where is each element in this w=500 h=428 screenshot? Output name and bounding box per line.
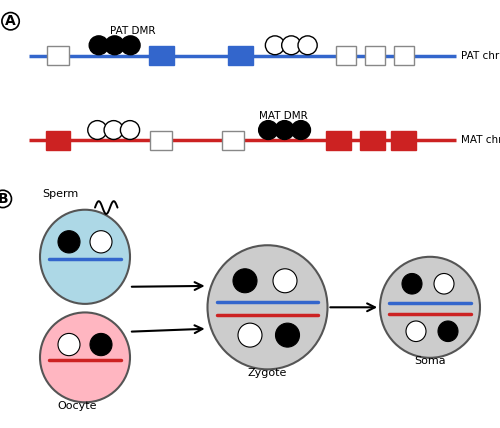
Bar bbox=[326, 131, 351, 150]
Ellipse shape bbox=[438, 321, 458, 342]
Ellipse shape bbox=[58, 333, 80, 356]
Ellipse shape bbox=[238, 323, 262, 347]
Ellipse shape bbox=[276, 323, 299, 347]
Bar bbox=[336, 46, 356, 65]
Ellipse shape bbox=[208, 245, 328, 369]
Bar bbox=[360, 131, 385, 150]
Ellipse shape bbox=[298, 36, 317, 55]
Text: MAT chr: MAT chr bbox=[461, 135, 500, 146]
Ellipse shape bbox=[266, 36, 284, 55]
Ellipse shape bbox=[121, 36, 140, 55]
Bar bbox=[222, 131, 244, 150]
Text: PAT chr: PAT chr bbox=[461, 51, 500, 61]
Ellipse shape bbox=[282, 36, 301, 55]
Bar bbox=[391, 131, 416, 150]
Ellipse shape bbox=[90, 333, 112, 356]
Ellipse shape bbox=[406, 321, 426, 342]
Bar bbox=[46, 131, 70, 150]
Text: Zygote: Zygote bbox=[248, 368, 287, 378]
Ellipse shape bbox=[233, 269, 257, 293]
Ellipse shape bbox=[89, 36, 108, 55]
Ellipse shape bbox=[88, 121, 107, 140]
Ellipse shape bbox=[273, 269, 297, 293]
Bar bbox=[148, 46, 174, 65]
Ellipse shape bbox=[90, 231, 112, 253]
Text: Sperm: Sperm bbox=[42, 189, 79, 199]
Bar bbox=[364, 46, 385, 65]
Ellipse shape bbox=[292, 121, 310, 140]
Ellipse shape bbox=[258, 121, 278, 140]
Ellipse shape bbox=[275, 121, 294, 140]
Ellipse shape bbox=[40, 210, 130, 304]
Text: Soma: Soma bbox=[414, 357, 446, 366]
Ellipse shape bbox=[380, 257, 480, 358]
Text: B: B bbox=[0, 192, 8, 206]
Bar bbox=[228, 46, 253, 65]
Bar bbox=[394, 46, 413, 65]
Ellipse shape bbox=[434, 273, 454, 294]
Ellipse shape bbox=[58, 231, 80, 253]
Ellipse shape bbox=[40, 312, 130, 402]
Bar bbox=[47, 46, 69, 65]
Ellipse shape bbox=[105, 36, 124, 55]
Text: A: A bbox=[5, 14, 16, 28]
Text: MAT DMR: MAT DMR bbox=[259, 110, 308, 121]
Text: PAT DMR: PAT DMR bbox=[110, 26, 155, 36]
Ellipse shape bbox=[402, 273, 422, 294]
Ellipse shape bbox=[104, 121, 124, 140]
Bar bbox=[150, 131, 172, 150]
Text: Oocyte: Oocyte bbox=[58, 401, 97, 411]
Ellipse shape bbox=[120, 121, 140, 140]
